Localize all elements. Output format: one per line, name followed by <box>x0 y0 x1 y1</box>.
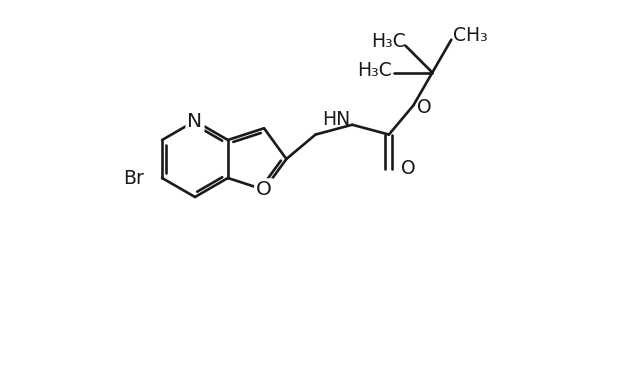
Text: Br: Br <box>124 169 144 187</box>
Text: O: O <box>256 180 272 199</box>
Text: CH₃: CH₃ <box>453 26 488 45</box>
Text: H₃C: H₃C <box>371 32 406 51</box>
Text: H₃C: H₃C <box>358 61 392 80</box>
Text: HN: HN <box>322 110 350 129</box>
Text: N: N <box>188 111 203 131</box>
Text: O: O <box>417 98 432 117</box>
Text: O: O <box>401 159 415 178</box>
